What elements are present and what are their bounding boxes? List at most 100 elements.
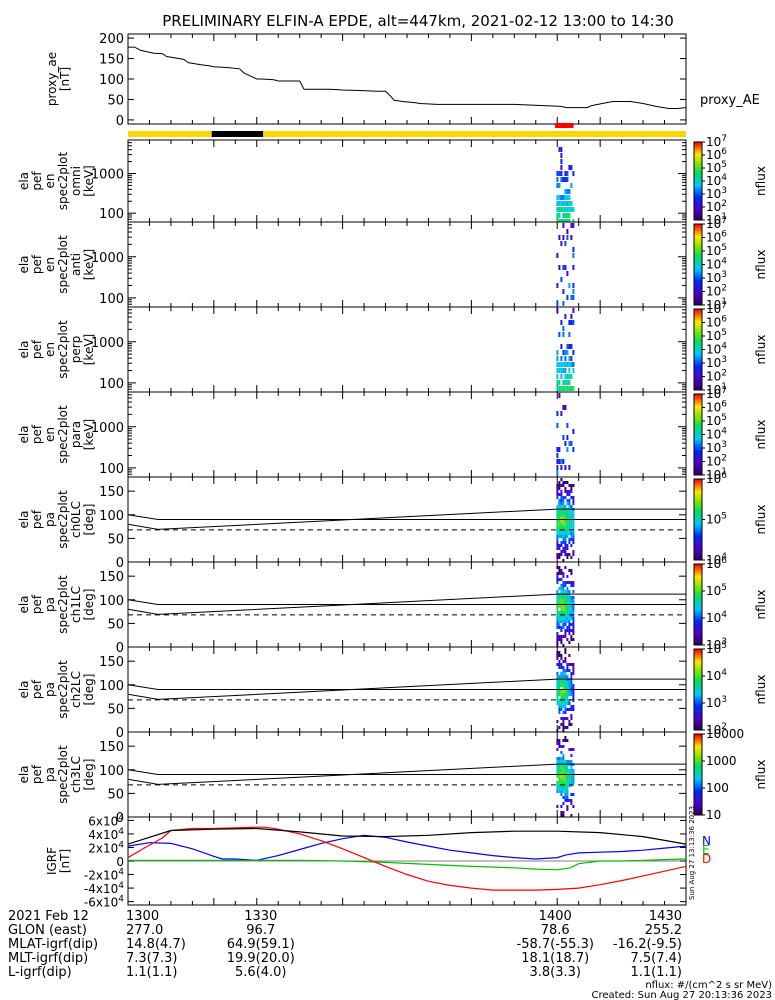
colorbar-cell [694,481,702,483]
colorbar-cell [694,387,702,389]
spectrogram-cell [572,596,575,599]
spectrogram-cell [560,626,563,629]
spectrogram-cell [564,657,567,660]
spectrogram-cell [556,739,559,742]
spectrogram-cell [560,569,563,572]
y-tick-label: 50 [107,532,124,547]
spectrogram-cell [564,660,567,663]
colorbar-cell [694,798,702,800]
colorbar-cell [694,158,702,160]
colorbar-cell [694,188,702,190]
colorbar-cell [694,148,702,150]
spectrogram-cell [560,544,563,547]
spectrogram-cell [556,283,559,288]
spectrogram-cell [560,517,563,520]
spectrogram-cell [558,195,561,200]
colorbar-cell [694,687,702,689]
spectrogram-cell [570,602,573,605]
colorbar-cell [694,191,702,193]
spectrogram-cell [562,614,565,617]
colorbar-cell [694,323,702,325]
colorbar-tick-label: 105 [706,243,727,258]
spectrogram-cell [568,374,571,379]
colorbar-cell [694,684,702,686]
colorbar-tick-label: 103 [706,186,727,201]
colorbar-tick-label: 106 [706,147,727,162]
colorbar-cell [694,453,702,455]
energy-y-label-para: spec2plot [56,405,70,464]
spectrogram-cell [558,638,561,641]
spectrogram-cell [564,769,567,772]
colorbar-cell [694,287,702,289]
colorbar-cell [694,722,702,724]
colorbar-cell [694,274,702,276]
spectrogram-cell [572,526,575,529]
spectrogram-cell [570,705,573,708]
spectrogram-cell [560,153,563,158]
colorbar-cell [694,412,702,414]
spectrogram-cell [566,511,569,514]
spectrogram-cell [568,775,571,778]
colorbar-cell [694,269,702,271]
colorbar-cell [694,496,702,498]
colorbar-cell [694,480,702,482]
spectrogram-cell [566,626,569,629]
colorbar-cell [694,594,702,596]
spectrogram-cell [570,672,573,675]
spectrogram-cell [560,514,563,517]
spectrogram-cell [568,283,571,288]
colorbar-cell [694,704,702,706]
spectrogram-cell [556,775,559,778]
energy-y-label-omni: en [43,174,57,189]
spectrogram-cell [570,320,573,325]
spectrogram-cell [568,760,571,763]
colorbar-tick-label: 102 [706,454,727,469]
colorbar-cell [694,423,702,425]
spectrogram-cell [570,675,573,678]
spectrogram-cell [558,757,561,760]
spectrogram-cell [568,499,571,502]
spectrogram-cell [564,490,567,493]
spectrogram-cell [568,693,571,696]
spectrogram-cell [562,769,565,772]
colorbar-cell [694,524,702,526]
colorbar-cell [694,723,702,725]
spectrogram-cell [556,553,559,556]
pa-y-label-ch0LC: [deg] [82,504,96,536]
spectrogram-cell [556,784,559,787]
energy-y-label-para: para [69,421,83,448]
spectrogram-cell [556,171,559,176]
spectrogram-cell [572,663,575,666]
pa-y-label-ch2LC: pef [30,679,44,699]
spectrogram-cell [564,487,567,490]
colorbar-cell [694,682,702,684]
colorbar-cell [694,701,702,703]
colorbar-tick-label: 104 [706,427,727,442]
spectrogram-cell [556,766,559,769]
colorbar-cell [694,294,702,296]
spectrogram-cell [562,459,565,464]
spectrogram-cell [562,499,565,502]
spectrogram-cell [572,520,575,523]
spectrogram-cell [560,590,563,593]
colorbar-cell [694,667,702,669]
colorbar-cell [694,622,702,624]
colorbar-cell [694,472,702,474]
orbit-row-value: -16.2(-9.5) [613,937,682,952]
spectrogram-cell [568,605,571,608]
spectrogram-cell [560,635,563,638]
spectrogram-cell [556,213,559,218]
spectrogram-cell [568,441,571,446]
spectrogram-cell [564,736,567,739]
spectrogram-cell [564,702,567,705]
colorbar-cell [694,531,702,533]
colorbar-cell [694,780,702,782]
spectrogram-cell [558,566,561,569]
spectrogram-cell [560,781,563,784]
energy-y-label-omni: spec2plot [56,151,70,210]
colorbar-cell [694,179,702,181]
orbit-row-label: MLT-igrf(dip) [8,951,88,966]
spectrogram-cell [560,772,563,775]
y-tick-label: 100 [99,679,124,694]
orbit-row-value: 3.8(3.3) [529,965,581,980]
